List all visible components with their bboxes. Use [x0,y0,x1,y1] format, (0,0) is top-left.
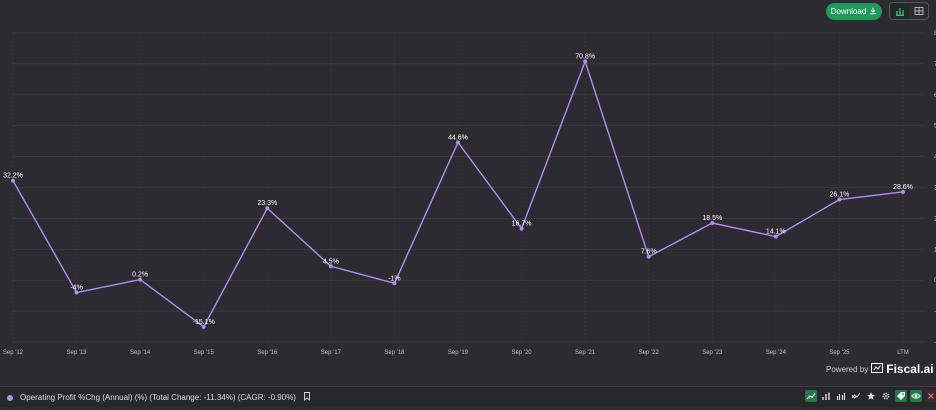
data-label: 16.7% [512,221,532,228]
y-tick-label: 0% [934,278,936,284]
fiscal-logo-icon [871,363,884,375]
data-label: 23.3% [257,200,277,207]
x-tick-label: Sep '21 [575,350,596,356]
data-point [646,254,651,259]
y-tick-label: 10% [934,247,936,253]
bookmark-icon[interactable] [303,392,311,403]
powered-by: Powered by Fiscal.ai [826,362,934,376]
data-point [392,281,397,286]
x-tick-label: Sep '23 [702,350,723,356]
data-point [773,234,778,239]
y-tick-label: 20% [934,216,936,222]
x-tick-label: Sep '19 [448,350,469,356]
gear-icon[interactable] [880,390,892,402]
x-tick-label: LTM [897,350,909,356]
data-point [265,206,270,211]
download-icon [869,7,877,17]
brand-name: Fiscal.ai [886,362,934,376]
data-point [138,277,143,282]
data-point [456,140,460,145]
data-label: 14.1% [766,229,786,236]
powered-by-text: Powered by [826,364,869,374]
data-point [583,59,588,64]
y-tick-label: 70% [934,62,936,68]
data-label: 18.5% [702,215,722,222]
data-point [837,197,842,202]
legend: Operating Profit %Chg (Annual) (%) (Tota… [7,392,311,403]
data-point [328,264,333,269]
data-label: 28.6% [893,184,913,191]
x-tick-label: Sep '17 [321,350,342,356]
table-icon[interactable] [909,3,928,19]
x-tick-label: Sep '12 [3,350,24,356]
y-tick-label: 80% [934,31,936,37]
x-tick-label: Sep '25 [829,350,850,356]
x-tick-label: Sep '15 [194,350,215,356]
star-icon[interactable] [865,390,877,402]
view-toggle [889,2,929,20]
line-chart: 80% 70% 60% 50% 40% 30% 20% 10% 0% -10% -20% Sep '1… [3,31,936,356]
line-chart-icon[interactable] [805,390,817,402]
data-point [710,221,715,226]
eye-icon[interactable] [910,390,922,402]
data-label: 70.8% [575,53,595,60]
data-label: -15.1% [193,319,215,326]
data-label: 4.5% [323,258,339,265]
x-tick-label: Sep '18 [384,350,405,356]
legend-label: Operating Profit %Chg (Annual) (%) (Tota… [20,393,296,402]
data-point [901,189,905,194]
data-point [201,324,206,329]
y-tick-label: 40% [934,155,936,161]
bar-chart-icon[interactable] [890,3,909,19]
x-tick-label: Sep '22 [639,350,660,356]
footer-bar: Operating Profit %Chg (Annual) (%) (Tota… [0,386,936,407]
data-label: 26.1% [829,192,849,199]
data-point [74,290,79,295]
data-label: 44.6% [448,134,468,141]
download-label: Download [830,7,867,16]
y-tick-label: 60% [934,93,936,99]
data-label: -1% [388,275,400,282]
download-button[interactable]: Download [826,3,882,20]
top-toolbar: Download [0,0,936,26]
data-point [519,226,524,231]
x-tick-label: Sep '13 [66,350,87,356]
y-tick-label: -10% [934,309,936,315]
data-label: 0.2% [132,272,148,279]
x-tick-label: Sep '20 [511,350,532,356]
legend-series-dot [7,394,13,401]
trend-icon[interactable] [850,390,862,402]
x-tick-label: Sep '16 [257,350,278,356]
y-tick-label: 50% [934,124,936,130]
close-icon[interactable] [925,390,936,402]
data-label: 7.6% [641,249,657,256]
bar-chart-icon[interactable] [820,390,832,402]
x-tick-label: Sep '24 [766,350,787,356]
data-label: 32.2% [3,173,23,180]
series-tools [805,390,936,402]
data-label: -4% [70,285,82,292]
grouped-bar-icon[interactable] [835,390,847,402]
x-tick-label: Sep '14 [130,350,151,356]
y-tick-label: -20% [934,340,936,346]
data-point [11,178,15,183]
y-tick-label: 30% [934,186,936,192]
tag-icon[interactable] [895,390,907,402]
chart-area: 80% 70% 60% 50% 40% 30% 20% 10% 0% -10% -20% Sep '1… [0,24,936,364]
